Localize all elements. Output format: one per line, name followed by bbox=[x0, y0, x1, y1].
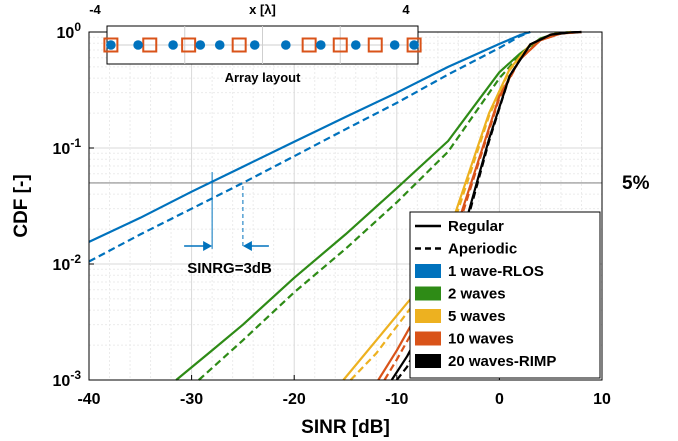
annotation-text: SINRG=3dB bbox=[187, 260, 272, 277]
legend-swatch bbox=[415, 354, 441, 368]
x-tick-label: 0 bbox=[495, 391, 504, 408]
inset-circle-element bbox=[316, 40, 326, 50]
inset-square-element bbox=[301, 37, 317, 53]
inset-circle-element bbox=[351, 40, 361, 50]
y-tick-label: 100 bbox=[57, 20, 82, 42]
annotation-arrow-left-head bbox=[203, 240, 213, 251]
annotation-arrow-right-head bbox=[242, 240, 252, 251]
inset-square-element bbox=[181, 37, 197, 53]
reference-line-label: 5% bbox=[622, 173, 650, 194]
legend-label: 5 waves bbox=[448, 308, 506, 325]
sinr-gain-annotation: SINRG=3dB bbox=[184, 172, 272, 277]
series-line-1-wave-rlos-dashed bbox=[88, 30, 531, 263]
y-tick-label: 10-1 bbox=[53, 136, 82, 158]
inset-grid bbox=[107, 26, 418, 64]
inset-square-element bbox=[367, 37, 383, 53]
inset-circle-element bbox=[249, 40, 260, 50]
inset-square-element bbox=[406, 37, 422, 53]
inset-circle-element bbox=[214, 40, 225, 50]
inset-circle-element bbox=[389, 40, 400, 50]
legend-label: Regular bbox=[448, 218, 504, 235]
legend-swatch bbox=[415, 286, 441, 301]
x-tick-label: -10 bbox=[385, 391, 408, 408]
y-tick-labels: 10-3 10-2 10-1 100 bbox=[53, 20, 94, 390]
inset-circle-element bbox=[168, 40, 178, 50]
legend-label: 2 waves bbox=[448, 286, 506, 303]
legend-swatch bbox=[415, 264, 441, 278]
legend-swatch bbox=[415, 309, 441, 323]
x-tick-label: -40 bbox=[77, 391, 100, 408]
inset-square-element bbox=[231, 37, 247, 53]
x-tick-labels: -40 -30 -20 -10 0 10 bbox=[77, 375, 611, 408]
inset-square-element bbox=[332, 37, 348, 53]
series-line-1-wave-rlos-solid bbox=[88, 30, 531, 243]
inset-circle-element bbox=[409, 40, 419, 50]
x-tick-label: -20 bbox=[283, 391, 306, 408]
inset-axis-label: x [λ] bbox=[249, 2, 276, 17]
legend-label: 10 waves bbox=[448, 331, 514, 348]
inset-circle-element bbox=[195, 40, 206, 50]
x-tick-label: 10 bbox=[593, 391, 611, 408]
inset-square-element bbox=[142, 37, 158, 53]
y-tick-label: 10-3 bbox=[53, 368, 82, 390]
x-tick-label: -30 bbox=[180, 391, 203, 408]
legend: Regular Aperiodic 1 wave-RLOS 2 waves 5 wave… bbox=[409, 211, 601, 379]
inset-circle-element bbox=[281, 40, 291, 50]
legend-swatch bbox=[415, 331, 441, 346]
legend-label: Aperiodic bbox=[448, 241, 517, 258]
inset-elements bbox=[103, 37, 422, 53]
inset-circle-element bbox=[106, 40, 116, 50]
legend-label: 1 wave-RLOS bbox=[448, 263, 544, 280]
array-layout-inset: -4 4 x [λ] Array layout bbox=[89, 2, 422, 85]
inset-circle-element bbox=[133, 40, 143, 50]
x-axis-label: SINR [dB] bbox=[301, 417, 390, 438]
series-line-5-waves-dashed bbox=[349, 30, 572, 381]
y-axis-label: CDF [-] bbox=[11, 174, 32, 237]
inset-square-element bbox=[103, 37, 119, 53]
legend-label: 20 waves-RIMP bbox=[448, 353, 556, 370]
inset-x-min-label: -4 bbox=[89, 2, 101, 17]
inset-x-max-label: 4 bbox=[402, 2, 410, 17]
y-tick-label: 10-2 bbox=[53, 252, 82, 274]
inset-title: Array layout bbox=[225, 70, 302, 85]
legend-box bbox=[409, 211, 601, 379]
